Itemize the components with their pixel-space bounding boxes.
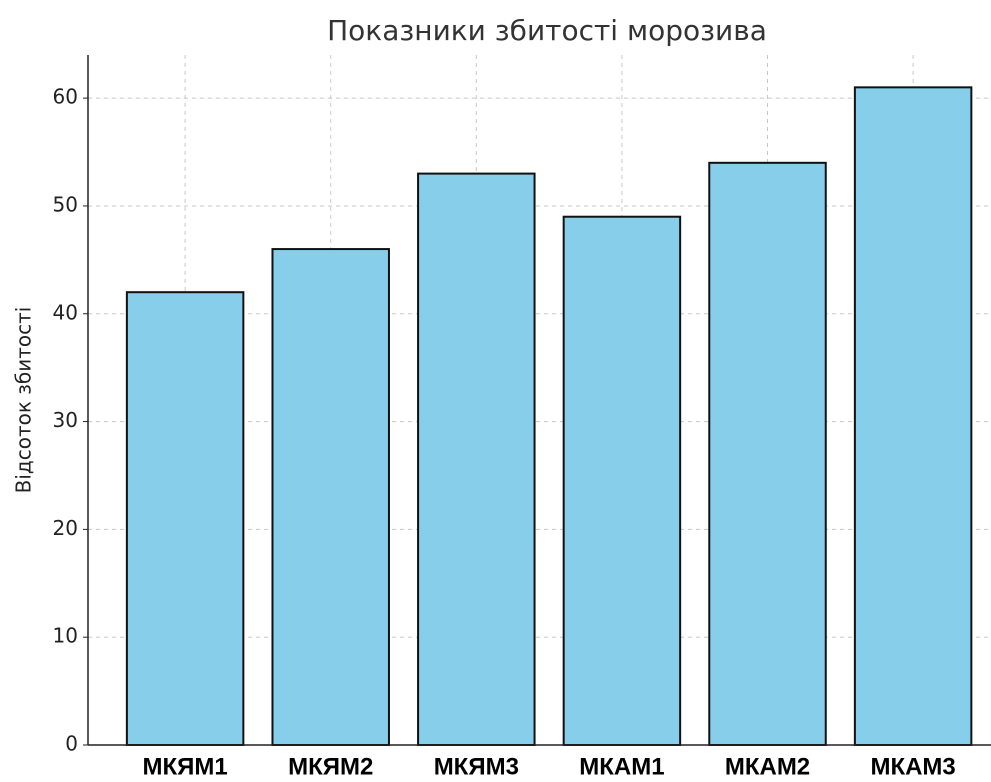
y-axis-label: Відсоток збитості bbox=[12, 307, 36, 494]
x-tick-label: МКЯМ1 bbox=[142, 753, 227, 780]
bar bbox=[125, 291, 245, 746]
y-tick-label: 30 bbox=[53, 408, 78, 432]
x-tick-label: МКАМ1 bbox=[579, 753, 664, 780]
chart-title: Показники збитості морозива bbox=[327, 14, 767, 47]
bar bbox=[708, 161, 827, 746]
x-tick-label: МКАМ3 bbox=[870, 753, 955, 780]
x-tick-label: МКЯМ2 bbox=[288, 753, 373, 780]
y-tick-label: 60 bbox=[53, 85, 78, 109]
x-tick-label: МКАМ2 bbox=[725, 753, 810, 780]
bar bbox=[417, 172, 536, 746]
y-tick-label: 20 bbox=[53, 516, 78, 540]
y-tick-label: 40 bbox=[53, 300, 78, 324]
y-tick-label: 0 bbox=[65, 732, 78, 756]
bar bbox=[562, 215, 682, 746]
bar bbox=[271, 248, 390, 746]
bar bbox=[853, 86, 973, 746]
x-tick-label: МКЯМ3 bbox=[434, 753, 519, 780]
y-tick-label: 10 bbox=[53, 624, 78, 648]
y-tick-label: 50 bbox=[53, 192, 78, 216]
